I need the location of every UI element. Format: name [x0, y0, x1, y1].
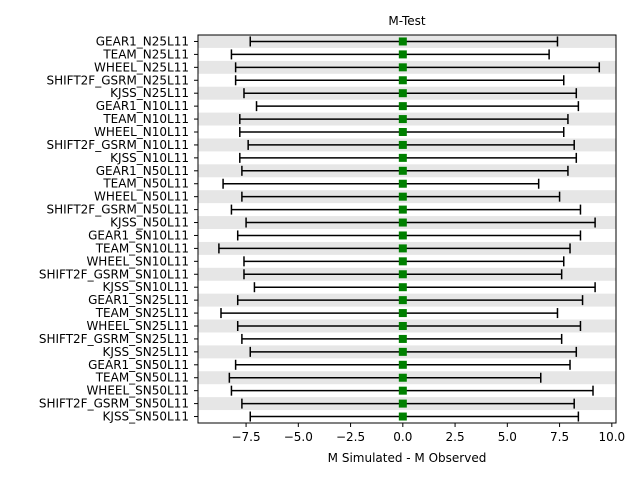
- y-tick-label-KJSS_N50L11: KJSS_N50L11: [110, 216, 189, 230]
- error-bar-GEAR1_SN25L11: [236, 295, 584, 306]
- marker-TEAM_SN10L11: [398, 244, 407, 253]
- y-tick-label-TEAM_SN25L11: TEAM_SN25L11: [95, 306, 189, 320]
- y-tick-label-GEAR1_SN10L11: GEAR1_SN10L11: [88, 228, 189, 242]
- error-bar-TEAM_SN25L11: [220, 308, 559, 319]
- x-axis-label: M Simulated - M Observed: [328, 451, 487, 465]
- error-bar-TEAM_SN50L11: [228, 372, 542, 383]
- error-bar-GEAR1_N10L11: [255, 101, 580, 112]
- y-tick-label-TEAM_N25L11: TEAM_N25L11: [102, 47, 189, 61]
- y-tick-label-KJSS_SN50L11: KJSS_SN50L11: [103, 410, 189, 424]
- y-tick-label-TEAM_SN50L11: TEAM_SN50L11: [95, 371, 189, 385]
- error-bar-WHEEL_N25L11: [234, 62, 601, 73]
- y-tick-label-GEAR1_SN25L11: GEAR1_SN25L11: [88, 293, 189, 307]
- y-tick-label-GEAR1_SN50L11: GEAR1_SN50L11: [88, 358, 189, 372]
- error-bar-KJSS_N10L11: [239, 152, 578, 163]
- y-tick-label-KJSS_N10L11: KJSS_N10L11: [110, 151, 189, 165]
- x-tick-label-0: −7.5: [231, 430, 260, 444]
- marker-GEAR1_SN10L11: [398, 231, 407, 240]
- error-bar-KJSS_N50L11: [245, 217, 596, 228]
- y-tick-label-WHEEL_SN10L11: WHEEL_SN10L11: [86, 254, 189, 268]
- error-bar-TEAM_SN10L11: [218, 243, 571, 254]
- marker-SHIFT2F_GSRM_N50L11: [398, 205, 407, 214]
- marker-KJSS_SN50L11: [398, 412, 407, 421]
- y-tick-label-WHEEL_N50L11: WHEEL_N50L11: [94, 190, 189, 204]
- y-tick-label-GEAR1_N10L11: GEAR1_N10L11: [96, 99, 189, 113]
- y-tick-label-KJSS_SN25L11: KJSS_SN25L11: [103, 345, 189, 359]
- error-bar-WHEEL_SN50L11: [230, 385, 594, 396]
- y-tick-label-GEAR1_N50L11: GEAR1_N50L11: [96, 164, 189, 178]
- marker-TEAM_N25L11: [398, 50, 407, 59]
- y-tick-label-SHIFT2F_GSRM_SN50L11: SHIFT2F_GSRM_SN50L11: [39, 397, 189, 411]
- x-tick-label-7: 10.0: [598, 430, 625, 444]
- error-bars: [218, 36, 601, 422]
- x-tick-label-4: 2.5: [446, 430, 465, 444]
- marker-KJSS_SN25L11: [398, 347, 407, 356]
- x-tick-label-5: 5.0: [498, 430, 517, 444]
- x-tick-label-3: 0.0: [393, 430, 412, 444]
- marker-SHIFT2F_GSRM_SN25L11: [398, 334, 407, 343]
- chart-title: M-Test: [388, 14, 426, 28]
- y-tick-label-TEAM_N10L11: TEAM_N10L11: [102, 112, 189, 126]
- y-tick-label-SHIFT2F_GSRM_N50L11: SHIFT2F_GSRM_N50L11: [46, 203, 189, 217]
- y-tick-label-TEAM_N50L11: TEAM_N50L11: [102, 177, 189, 191]
- marker-KJSS_N25L11: [398, 89, 407, 98]
- x-axis-ticks: −7.5 −5.0 −2.5 0.0 2.5 5.0 7.5 10.0: [231, 423, 625, 444]
- marker-WHEEL_N25L11: [398, 63, 407, 72]
- error-bar-GEAR1_SN10L11: [236, 230, 582, 241]
- y-tick-label-WHEEL_N25L11: WHEEL_N25L11: [94, 60, 189, 74]
- y-axis-ticks: GEAR1_N25L11TEAM_N25L11WHEEL_N25L11SHIFT…: [39, 34, 198, 424]
- marker-TEAM_N50L11: [398, 179, 407, 188]
- marker-TEAM_SN25L11: [398, 309, 407, 318]
- marker-WHEEL_N10L11: [398, 128, 407, 136]
- marker-TEAM_N10L11: [398, 115, 407, 124]
- marker-GEAR1_N25L11: [398, 37, 407, 46]
- error-bar-SHIFT2F_GSRM_SN50L11: [241, 398, 575, 409]
- x-tick-label-2: −2.5: [336, 430, 365, 444]
- marker-WHEEL_SN25L11: [398, 322, 407, 330]
- error-bar-TEAM_N25L11: [230, 49, 550, 60]
- marker-GEAR1_N10L11: [398, 102, 407, 111]
- marker-KJSS_N50L11: [398, 218, 407, 227]
- y-tick-label-WHEEL_N10L11: WHEEL_N10L11: [94, 125, 189, 139]
- y-tick-label-SHIFT2F_GSRM_N25L11: SHIFT2F_GSRM_N25L11: [46, 73, 189, 87]
- marker-WHEEL_N50L11: [398, 192, 407, 201]
- marker-SHIFT2F_GSRM_N10L11: [398, 140, 407, 149]
- error-bar-KJSS_N25L11: [243, 88, 578, 99]
- marker-TEAM_SN50L11: [398, 373, 407, 382]
- error-bar-WHEEL_SN25L11: [236, 321, 582, 331]
- marker-KJSS_N10L11: [398, 153, 407, 162]
- y-tick-label-SHIFT2F_GSRM_N10L11: SHIFT2F_GSRM_N10L11: [46, 138, 189, 152]
- marker-GEAR1_N50L11: [398, 166, 407, 175]
- marker-WHEEL_SN50L11: [398, 386, 407, 395]
- marker-KJSS_SN10L11: [398, 283, 407, 292]
- y-tick-label-SHIFT2F_GSRM_SN25L11: SHIFT2F_GSRM_SN25L11: [39, 332, 189, 346]
- y-tick-label-GEAR1_N25L11: GEAR1_N25L11: [96, 34, 189, 48]
- error-bar-TEAM_N50L11: [222, 178, 540, 189]
- axes-frame: [197, 34, 617, 424]
- error-bar-KJSS_SN50L11: [249, 411, 580, 422]
- y-tick-label-SHIFT2F_GSRM_SN10L11: SHIFT2F_GSRM_SN10L11: [39, 267, 189, 281]
- marker-WHEEL_SN10L11: [398, 257, 407, 266]
- error-bar-KJSS_SN25L11: [249, 346, 578, 357]
- y-tick-label-KJSS_SN10L11: KJSS_SN10L11: [103, 280, 189, 294]
- y-tick-label-WHEEL_SN50L11: WHEEL_SN50L11: [86, 384, 189, 398]
- x-tick-label-1: −5.0: [284, 430, 313, 444]
- marker-SHIFT2F_GSRM_N25L11: [398, 76, 407, 85]
- markers: [398, 37, 407, 421]
- marker-GEAR1_SN50L11: [398, 360, 407, 369]
- error-bar-SHIFT2F_GSRM_N10L11: [247, 139, 575, 150]
- marker-SHIFT2F_GSRM_SN50L11: [398, 399, 407, 408]
- error-bar-KJSS_SN10L11: [253, 282, 596, 293]
- y-tick-label-WHEEL_SN25L11: WHEEL_SN25L11: [86, 319, 189, 333]
- marker-SHIFT2F_GSRM_SN10L11: [398, 270, 407, 279]
- y-tick-label-TEAM_SN10L11: TEAM_SN10L11: [95, 241, 189, 255]
- marker-GEAR1_SN25L11: [398, 296, 407, 305]
- x-tick-label-6: 7.5: [550, 430, 569, 444]
- y-tick-label-KJSS_N25L11: KJSS_N25L11: [110, 86, 189, 100]
